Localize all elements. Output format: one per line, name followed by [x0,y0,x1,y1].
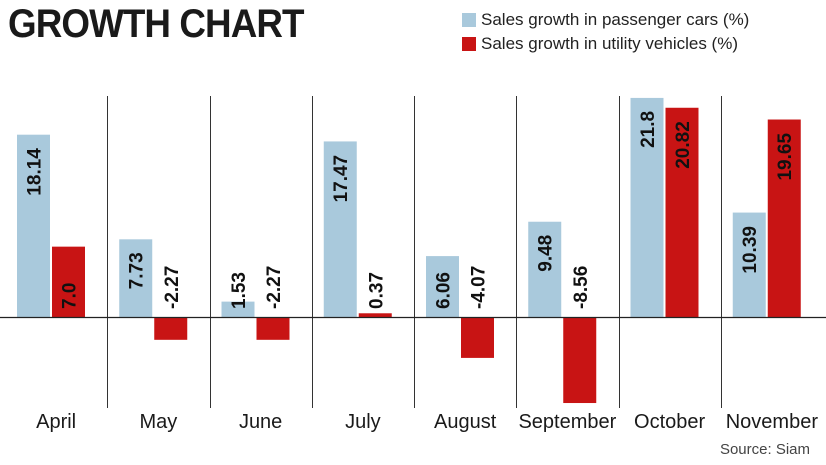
month-label-september: September [518,411,616,433]
bar-utility-vehicles-august [461,317,494,358]
legend-item-passenger-cars: Sales growth in passenger cars (%) [462,8,749,32]
bar-passenger-cars-may [119,239,153,317]
bar-utility-vehicles-june [256,317,290,340]
bar-utility-vehicles-november [767,119,801,317]
month-label-october: October [634,411,705,433]
value-label-passenger-cars-august: 6.06 [434,272,455,309]
value-label-utility-vehicles-november: 19.65 [775,133,796,181]
chart-title: GROWTH CHART [8,2,304,46]
legend-label-passenger-cars: Sales growth in passenger cars (%) [481,10,750,29]
source-note: Source: Siam [719,441,810,458]
value-label-passenger-cars-october: 21.8 [638,111,659,148]
month-label-august: August [434,411,497,433]
value-label-passenger-cars-july: 17.47 [331,155,352,203]
value-label-utility-vehicles-may: -2.27 [162,266,183,309]
bar-passenger-cars-june [221,301,255,317]
value-label-passenger-cars-september: 9.48 [536,235,557,272]
value-label-passenger-cars-november: 10.39 [740,226,761,274]
legend-item-utility-vehicles: Sales growth in utility vehicles (%) [462,32,749,56]
bar-passenger-cars-october [630,97,664,317]
bar-passenger-cars-november [732,212,766,317]
value-label-passenger-cars-may: 7.73 [127,252,148,289]
bar-passenger-cars-july [323,141,357,317]
month-label-april: April [36,411,76,433]
value-label-utility-vehicles-october: 20.82 [673,121,694,169]
value-label-passenger-cars-june: 1.53 [229,272,250,309]
bar-utility-vehicles-april [52,246,85,317]
bar-utility-vehicles-october [665,107,699,317]
bar-passenger-cars-april [17,134,50,317]
legend-swatch-utility-vehicles [462,37,476,51]
value-label-utility-vehicles-august: -4.07 [469,266,490,309]
legend-swatch-passenger-cars [462,13,476,27]
month-label-june: June [239,411,282,433]
value-label-utility-vehicles-june: -2.27 [264,266,285,309]
legend: Sales growth in passenger cars (%) Sales… [462,8,749,56]
bar-utility-vehicles-may [154,317,188,340]
bar-utility-vehicles-september [563,317,597,404]
month-label-may: May [139,411,177,433]
bar-passenger-cars-september [528,221,562,317]
legend-label-utility-vehicles: Sales growth in utility vehicles (%) [481,34,738,53]
value-label-utility-vehicles-april: 7.0 [60,283,81,309]
value-label-utility-vehicles-july: 0.37 [366,272,387,309]
value-label-passenger-cars-april: 18.14 [25,148,46,196]
month-label-november: November [726,411,819,433]
month-label-july: July [345,411,381,433]
bar-passenger-cars-august [426,256,459,317]
value-label-utility-vehicles-september: -8.56 [571,266,592,309]
bar-utility-vehicles-july [358,313,392,317]
